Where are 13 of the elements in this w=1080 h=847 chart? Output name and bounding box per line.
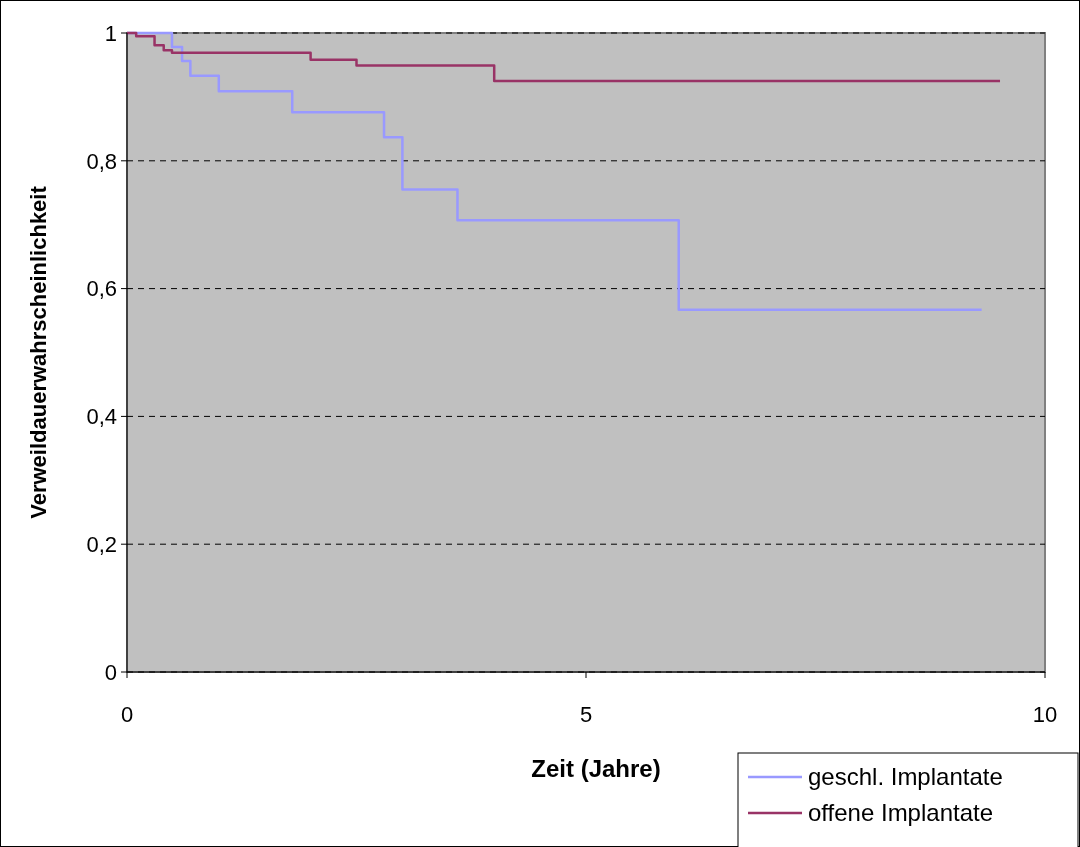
y-tick-label: 0,6 xyxy=(86,276,117,302)
y-tick-label: 0 xyxy=(104,659,117,685)
x-tick-label: 10 xyxy=(1032,702,1058,727)
y-axis-title: Verweildauerwahrscheinlichkeit xyxy=(26,185,51,519)
x-axis-title: Zeit (Jahre) xyxy=(531,755,661,782)
y-tick-label: 0,2 xyxy=(86,531,117,557)
x-tick-label: 0 xyxy=(120,702,134,727)
y-tick-label: 0,4 xyxy=(86,404,117,430)
y-tick-label: 0,8 xyxy=(86,148,117,174)
legend-label: geschl. Implantate xyxy=(808,763,1003,791)
y-tick-label: 1 xyxy=(104,20,117,46)
legend-label: offene Implantate xyxy=(808,799,994,827)
x-tick-label: 5 xyxy=(579,702,593,727)
